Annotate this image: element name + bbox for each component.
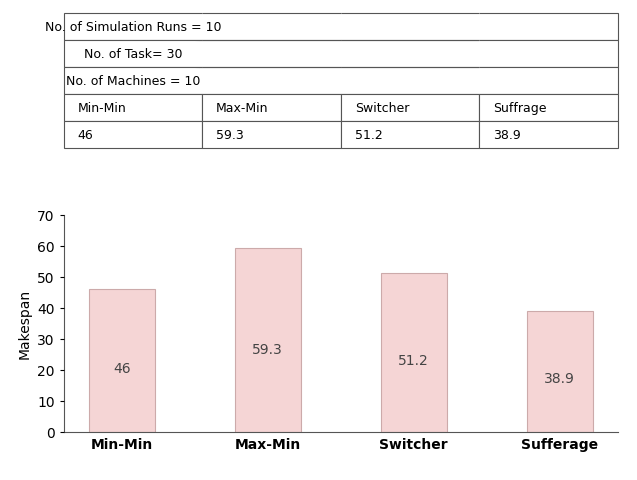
Text: 38.9: 38.9 xyxy=(545,371,575,385)
Bar xyxy=(527,312,592,432)
Y-axis label: Makespan: Makespan xyxy=(17,288,31,359)
Text: 59.3: 59.3 xyxy=(252,342,283,356)
Text: 46: 46 xyxy=(113,361,131,375)
Bar xyxy=(89,289,155,432)
Bar xyxy=(235,248,301,432)
Bar xyxy=(381,273,447,432)
Text: 51.2: 51.2 xyxy=(398,354,429,368)
